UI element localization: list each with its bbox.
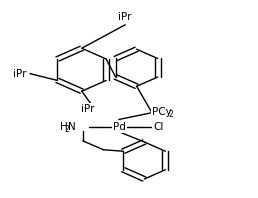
Text: iPr: iPr <box>82 104 95 114</box>
Text: 2: 2 <box>65 125 69 134</box>
Text: Pd: Pd <box>113 122 126 132</box>
Text: H: H <box>60 122 68 132</box>
Text: iPr: iPr <box>118 12 132 22</box>
Text: iPr: iPr <box>12 69 26 79</box>
Text: PCy: PCy <box>152 107 172 117</box>
Text: 2: 2 <box>168 110 173 119</box>
Text: N: N <box>68 122 76 132</box>
Text: Cl: Cl <box>154 122 164 132</box>
